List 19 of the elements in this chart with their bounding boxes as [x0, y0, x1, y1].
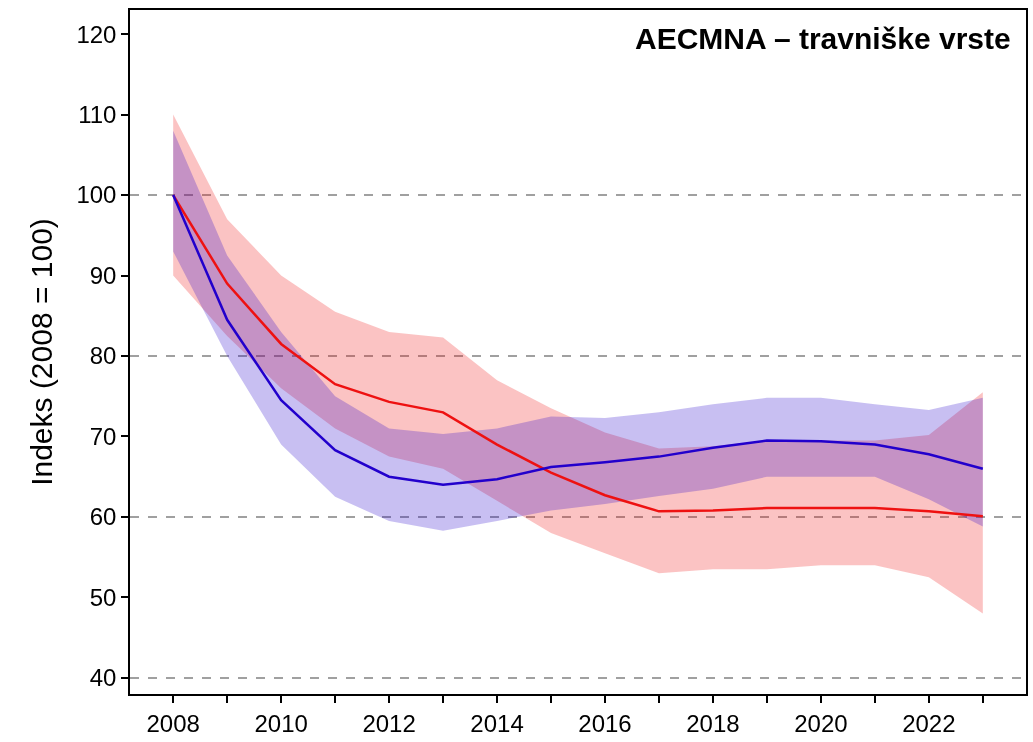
x-tick-label: 2020 — [794, 709, 848, 737]
y-tick-label: 60 — [89, 503, 117, 531]
y-tick-label: 100 — [76, 181, 117, 209]
x-tick-label: 2010 — [254, 709, 308, 737]
x-tick-label: 2014 — [470, 709, 524, 737]
y-tick-label: 120 — [76, 20, 117, 48]
y-tick-label: 90 — [89, 261, 117, 289]
y-tick-label: 110 — [78, 101, 117, 129]
y-tick-label: 50 — [89, 583, 117, 611]
x-tick-label: 2018 — [686, 709, 740, 737]
x-tick-label: 2016 — [578, 709, 632, 737]
y-tick-label: 80 — [89, 342, 117, 370]
chart-title: AECMNA – travniške vrste — [635, 22, 1011, 55]
x-tick-label: 2008 — [146, 709, 200, 737]
x-tick-label: 2012 — [362, 709, 416, 737]
x-tick-label: 2022 — [902, 709, 956, 737]
y-tick-label: 70 — [89, 422, 117, 450]
y-axis-title: Indeks (2008 = 100) — [24, 218, 58, 486]
y-tick-label: 40 — [89, 664, 117, 692]
